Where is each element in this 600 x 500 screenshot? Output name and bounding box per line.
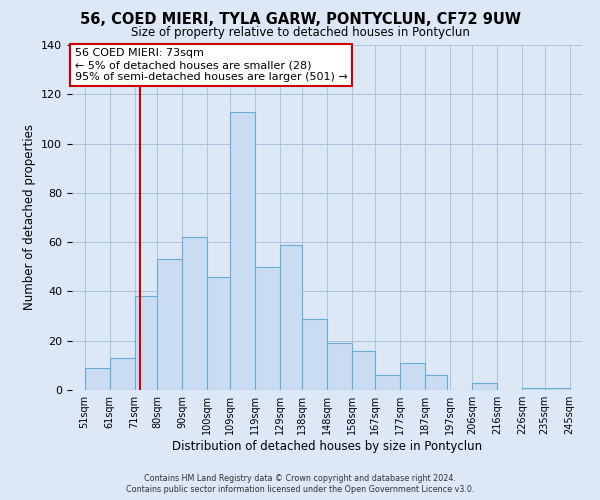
Bar	[182, 237, 207, 390]
Bar	[374, 375, 400, 390]
Bar	[229, 112, 254, 390]
Text: 56, COED MIERI, TYLA GARW, PONTYCLUN, CF72 9UW: 56, COED MIERI, TYLA GARW, PONTYCLUN, CF…	[79, 12, 521, 28]
Bar	[352, 350, 374, 390]
Bar	[157, 260, 182, 390]
Y-axis label: Number of detached properties: Number of detached properties	[23, 124, 35, 310]
Bar	[327, 343, 352, 390]
X-axis label: Distribution of detached houses by size in Pontyclun: Distribution of detached houses by size …	[172, 440, 482, 453]
Bar	[134, 296, 157, 390]
Bar	[472, 382, 497, 390]
Bar	[110, 358, 134, 390]
Bar	[207, 276, 229, 390]
Text: 56 COED MIERI: 73sqm
← 5% of detached houses are smaller (28)
95% of semi-detach: 56 COED MIERI: 73sqm ← 5% of detached ho…	[74, 48, 347, 82]
Bar	[545, 388, 569, 390]
Bar	[425, 375, 447, 390]
Text: Size of property relative to detached houses in Pontyclun: Size of property relative to detached ho…	[131, 26, 469, 39]
Bar	[280, 244, 302, 390]
Text: Contains HM Land Registry data © Crown copyright and database right 2024.
Contai: Contains HM Land Registry data © Crown c…	[126, 474, 474, 494]
Bar	[522, 388, 545, 390]
Bar	[85, 368, 110, 390]
Bar	[302, 318, 327, 390]
Bar	[400, 363, 425, 390]
Bar	[254, 267, 280, 390]
